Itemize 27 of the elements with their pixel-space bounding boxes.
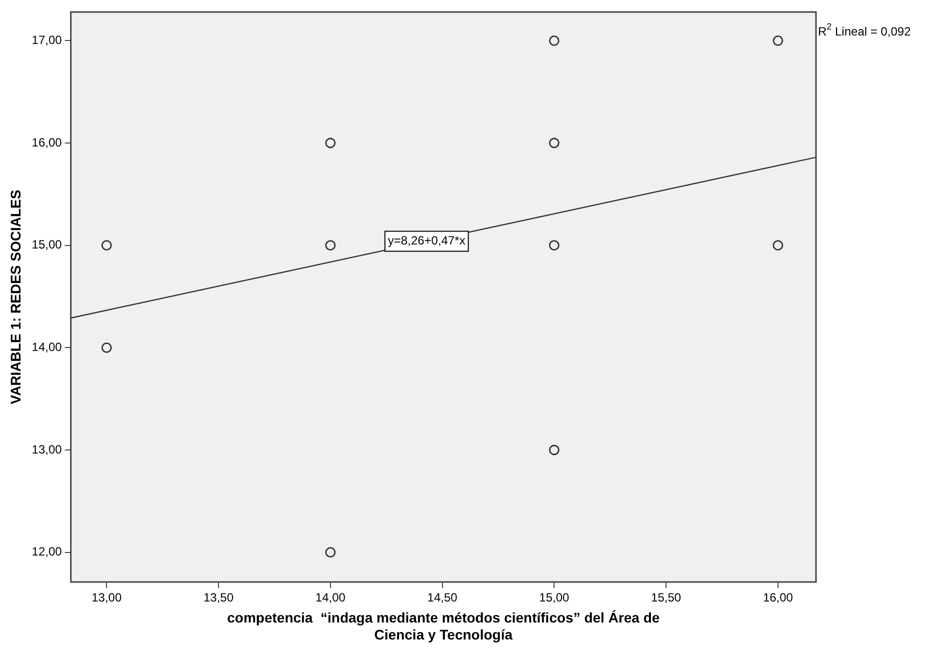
y-tick-label: 14,00 xyxy=(32,340,62,354)
point xyxy=(772,35,784,46)
y-tick-label: 17,00 xyxy=(32,32,62,47)
y-tick-label: 13,00 xyxy=(32,442,62,456)
y-axis-title: VARIABLE 1: REDES SOCIALES xyxy=(7,190,24,404)
point xyxy=(325,240,336,251)
annotation: y=8,26+0,47*x xyxy=(388,234,466,248)
x-tick-label: 13,50 xyxy=(204,590,234,605)
point xyxy=(101,342,112,353)
point xyxy=(548,240,560,251)
point xyxy=(548,35,560,46)
y-tick-label: 12,00 xyxy=(32,544,62,559)
point xyxy=(772,240,784,251)
x-axis-title: competencia “indaga mediante métodos científicos” del Área de Ciencia y Tecnología xyxy=(227,610,660,642)
point xyxy=(548,444,560,456)
x-tick-label: 14,00 xyxy=(315,590,346,605)
x-tick-label: 16,00 xyxy=(762,590,794,605)
y-tick-label: 16,00 xyxy=(32,135,62,150)
x-tick-label: 15,50 xyxy=(651,590,682,605)
point xyxy=(325,547,336,558)
point xyxy=(325,138,336,148)
point xyxy=(101,240,112,251)
y-tick-label: 15,00 xyxy=(32,238,62,252)
point xyxy=(548,138,560,148)
x-tick-label: 14,50 xyxy=(427,590,458,605)
x-tick-label: 15,00 xyxy=(539,590,570,605)
x-tick-label: 13,00 xyxy=(92,590,122,605)
